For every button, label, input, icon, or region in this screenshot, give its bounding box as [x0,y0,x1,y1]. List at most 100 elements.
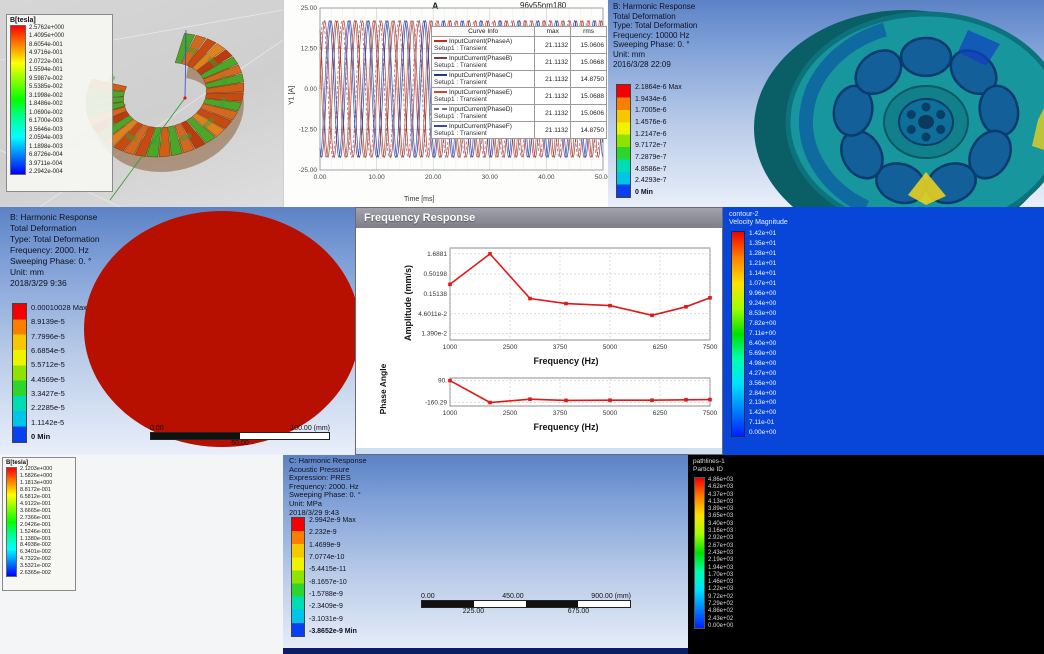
phase-chart: 1000 2500 3750 5000 6250 7500 90. -160.29 [425,377,718,417]
colorbar [291,517,305,637]
colorbar-value: 1.4699e-9 [309,541,341,549]
curve-setup: Setup1 : Transient [434,45,487,52]
svg-text:12.50: 12.50 [301,46,318,53]
result-info-text: C: Harmonic Response Acoustic Pressure Exp… [289,456,367,517]
colorbar-value: 1.1380e-001 [20,535,51,542]
info-line: Total Deformation [613,11,676,21]
colorbar-value: 3.16e+03 [708,528,734,535]
ruler-bar [421,600,631,608]
svg-text:5000: 5000 [603,344,618,351]
legend-curve-cell: InputCurrent(PhaseF) Setup1 : Transient [430,121,536,139]
svg-text:-25.00: -25.00 [299,167,318,174]
svg-text:20.00: 20.00 [425,174,442,181]
scale-ruler: 0.00 100.00 (mm) 50.00 [150,425,330,447]
colorbar-value: 9.24e+00 [749,299,777,307]
svg-text:40.00: 40.00 [538,174,555,181]
colorbar-value: 2.7366e-001 [20,514,51,521]
colorbar-value: 2.13e+00 [749,399,777,407]
contour-header: contour-2 Velocity Magnitude [729,211,788,227]
svg-text:5000: 5000 [603,410,618,417]
colorbar-value: 3.1998e-002 [29,92,63,99]
colorbar-value: 1.1898e-003 [29,143,63,150]
legend-row: InputCurrent(PhaseB) Setup1 : Transient … [430,53,607,71]
svg-text:7500: 7500 [703,344,718,351]
svg-text:90.: 90. [438,378,447,385]
colorbar-value: 8.53e+00 [749,309,777,317]
colorbar-value: 4.86e+03 [708,477,734,483]
legend-header-curve: Curve Info [430,26,536,37]
colorbar-values: 1.42e+01 1.35e+01 1.28e+01 1.21e+01 1.14e+01… [749,230,777,437]
curve-legend-table: Curve Info max rms InputCurrent(PhaseA) … [430,26,607,139]
colorbar [694,477,705,629]
curve-max: 21.1132 [534,36,572,54]
colorbar-value: 0 Min [635,188,653,196]
colorbar-value: 2.232e-9 [309,529,337,537]
colorbar-value: 1.5594e-001 [29,67,63,74]
svg-text:0.00: 0.00 [304,86,317,93]
colorbar-value: 0.00010028 Max [31,303,87,312]
svg-text:4.6011e-2: 4.6011e-2 [418,311,447,318]
info-line: 2018/3/29 9:36 [10,278,67,288]
curve-color-swatch [434,40,447,43]
window-footer [356,448,722,454]
scale-ruler: 0.00 450.00 900.00 (mm) 225.00 675.00 [421,593,631,615]
colorbar-value: 4.98e+00 [749,359,777,367]
colorbar-value: 2.2942e-004 [29,168,63,175]
info-line: C: Harmonic Response [289,456,367,465]
curve-setup: Setup1 : Transient [434,79,487,86]
amplitude-x-label: Frequency (Hz) [533,356,599,366]
legend-curve-cell: InputCurrent(PhaseE) Setup1 : Transient [430,87,536,105]
colorbar-value: 1.7005e-6 [635,107,667,115]
colorbar-value: 8.4938e-002 [20,542,51,549]
contour-header-line: Velocity Magnitude [729,219,788,226]
svg-text:10.00: 10.00 [368,174,385,181]
curve-max: 21.1132 [534,70,572,88]
colorbar-value: 6.3401e-002 [20,549,51,556]
panel-maxwell-coil: B[tesla] 2.5762e+000 1.4095e+000 8.6054e-0… [0,0,283,207]
info-line: Frequency: 2000. Hz [10,245,89,255]
colorbar-value: 3.3427e-5 [31,388,65,398]
deformation-colorbar: 2.1864e-6 Max 1.9434e-6 1.7005e-6 1.4576e-6… [616,84,682,198]
result-info-text: B: Harmonic Response Total Deformation Typ… [613,2,697,69]
colorbar [12,303,27,443]
panel-frequency-response-window: Frequency Response Amplitude (mm/s) 1000… [355,207,723,455]
svg-text:-12.50: -12.50 [299,127,318,134]
info-line: Unit: mm [613,49,645,59]
colorbar-value: 1.46e+03 [708,579,734,586]
colorbar-value: 1.1813e+000 [20,479,53,486]
colorbar-value: 1.35e+01 [749,239,777,247]
contour-header-line: contour-2 [729,211,759,218]
panel-maxwell-rotor: B[tesla] 2.1203e+000 1.5826e+000 1.1813e+0… [0,455,283,654]
svg-text:25.00: 25.00 [301,5,318,12]
colorbar-value: 3.89e+03 [708,506,734,513]
window-body: Amplitude (mm/s) 1000 2500 3750 5000 6250 750… [356,228,722,454]
colorbar-value: 2.4293e-7 [635,177,667,185]
colorbar-value: 7.2879e-7 [635,153,667,161]
colorbar-value: 4.62e+03 [708,484,734,491]
colorbar-value: 2.43e+02 [708,615,734,622]
curve-setup: Setup1 : Transient [434,62,487,69]
curve-setup: Setup1 : Transient [434,130,487,137]
colorbar-value: 9.96e+00 [749,289,777,297]
curve-color-swatch [434,125,447,128]
colorbar-value: 7.82e+00 [749,319,777,327]
plot-title: A [432,1,439,11]
curve-name: InputCurrent(PhaseD) [449,106,513,113]
window-title: Frequency Response [364,212,476,224]
colorbar-value: 9.5987e-002 [29,75,63,82]
legend-row: InputCurrent(PhaseF) Setup1 : Transient … [430,121,607,139]
curve-rms: 14.8750 [570,121,607,139]
colorbar-value: 2.19e+03 [708,557,734,564]
colorbar-value: 1.5246e-001 [20,528,51,535]
info-line: Type: Total Deformation [10,234,100,244]
x-axis-label: Time [ms] [404,196,435,203]
colorbar-value: 1.07e+01 [749,279,777,287]
ruler-label: 450.00 [502,593,524,600]
ruler-label: 225.00 [462,608,485,615]
velocity-colorbar: 1.42e+01 1.35e+01 1.28e+01 1.21e+01 1.14e+01… [731,230,777,437]
colorbar-value: 3.56e+00 [749,379,777,387]
colorbar-value: 2.92e+03 [708,535,734,542]
svg-text:0.50198: 0.50198 [424,271,448,278]
phase-x-label: Frequency (Hz) [533,422,599,432]
info-line: Acoustic Pressure [289,464,350,474]
